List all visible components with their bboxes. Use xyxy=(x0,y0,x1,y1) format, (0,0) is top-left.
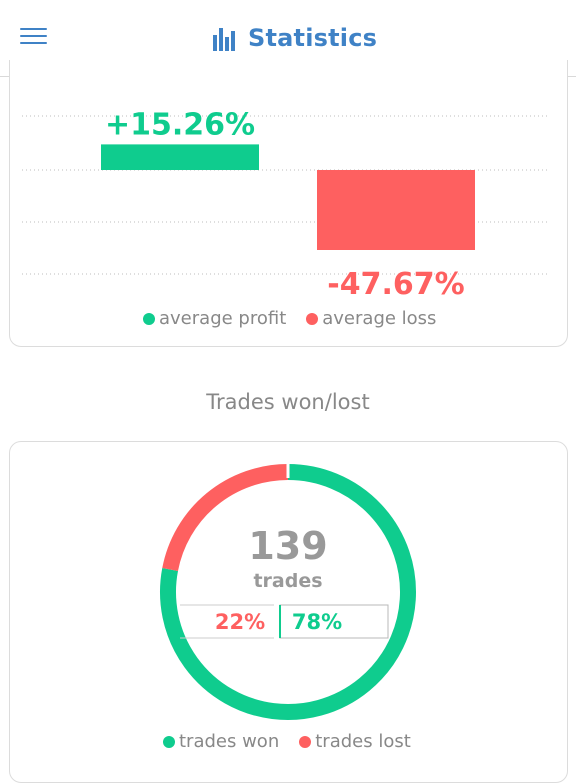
loss-dot-icon xyxy=(306,312,319,325)
legend-trades-won: trades won xyxy=(163,731,279,752)
hamburger-menu-icon[interactable] xyxy=(20,28,48,46)
bar-value-label: -47.67% xyxy=(327,267,464,302)
page-title: Statistics xyxy=(248,24,378,52)
legend-label-profit: average profit xyxy=(159,308,287,329)
donut-legend: trades won trades lost xyxy=(163,731,411,752)
trades-won-lost-card xyxy=(9,441,568,783)
page-header: Statistics xyxy=(212,22,377,54)
total-trades-label: trades xyxy=(253,570,322,592)
bar-value-label: +15.26% xyxy=(105,107,255,142)
bar-average-loss xyxy=(317,170,475,250)
bar-average-profit xyxy=(101,144,259,170)
trades-section-title: Trades won/lost xyxy=(206,390,370,414)
legend-average-loss: average loss xyxy=(306,308,436,329)
lost-dot-icon xyxy=(299,735,312,748)
total-trades-value: 139 xyxy=(248,524,327,568)
bar-chart-icon xyxy=(213,28,235,51)
slice-trades-lost xyxy=(162,464,289,572)
legend-label-won: trades won xyxy=(179,731,280,752)
won-dot-icon xyxy=(163,735,175,748)
legend-trades-lost: trades lost xyxy=(299,731,411,752)
won-percent-label: 78% xyxy=(292,610,342,634)
slice-trades-won xyxy=(160,464,416,720)
profit-dot-icon xyxy=(143,312,155,325)
lost-percent-label: 22% xyxy=(215,610,265,634)
legend-label-lost: trades lost xyxy=(315,731,411,752)
legend-label-loss: average loss xyxy=(322,308,437,329)
bar-chart-legend: average profit average loss xyxy=(143,308,436,329)
average-profit-loss-chart: +15.26% -47.67% xyxy=(22,107,550,302)
legend-average-profit: average profit xyxy=(143,308,286,329)
